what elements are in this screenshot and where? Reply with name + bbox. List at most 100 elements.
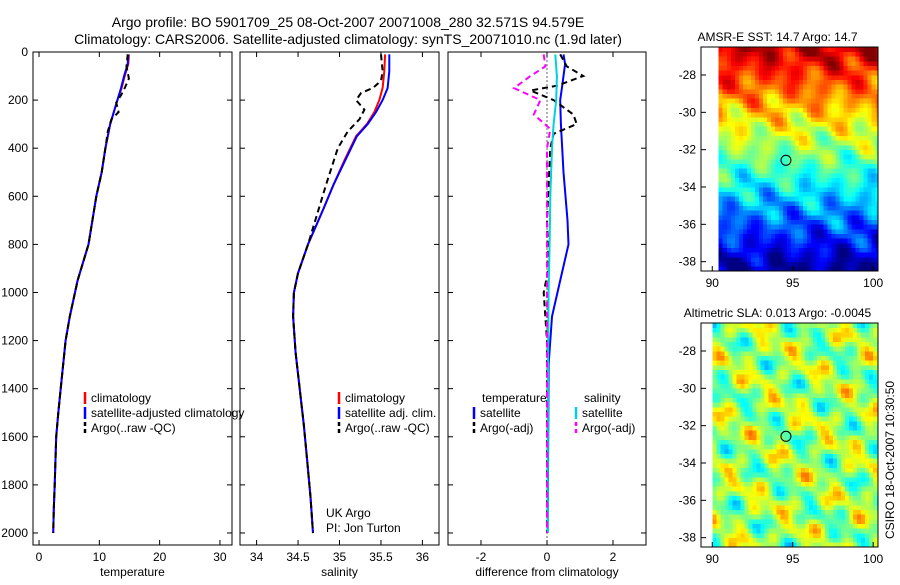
sst-heatmap-cell <box>835 229 840 235</box>
sst-heatmap-cell <box>803 65 808 71</box>
sst-heatmap-cell <box>750 201 756 207</box>
sst-heatmap-cell <box>746 261 752 267</box>
sst-heatmap-cell <box>803 177 808 183</box>
sst-heatmap-cell <box>722 117 728 123</box>
sst-heatmap-cell <box>851 154 856 160</box>
sst-heatmap-cell <box>839 238 844 244</box>
sst-heatmap-cell <box>742 107 748 113</box>
sst-heatmap-cell <box>867 149 872 155</box>
sla-heatmap-cell <box>820 537 826 543</box>
sla-heatmap-cell <box>808 477 814 483</box>
sla-heatmap-cell <box>820 332 826 338</box>
sla-heatmap-cell <box>800 481 806 487</box>
sst-heatmap-cell <box>815 159 820 165</box>
sst-heatmap-cell <box>726 229 732 235</box>
sla-heatmap-cell <box>720 323 725 329</box>
sst-heatmap-cell <box>867 70 872 76</box>
sst-heatmap-cell <box>783 75 788 81</box>
sla-heatmap-cell <box>712 369 717 375</box>
sla-heatmap-cell <box>816 383 822 389</box>
sla-heatmap-cell <box>716 365 721 371</box>
sla-heatmap-cell <box>792 533 798 539</box>
sst-heatmap-cell <box>746 247 752 253</box>
sla-heatmap-cell <box>740 327 745 333</box>
sla-heatmap-cell <box>832 439 838 445</box>
temperature-xtick-label: 20 <box>153 550 167 564</box>
sst-heatmap-cell <box>775 173 780 179</box>
sst-heatmap-cell <box>867 89 872 95</box>
sst-heatmap-cell <box>775 187 780 193</box>
sla-heatmap-cell <box>861 421 866 427</box>
sla-heatmap-cell <box>873 439 878 445</box>
sst-heatmap-cell <box>779 261 784 267</box>
sla-heatmap-cell <box>869 500 874 506</box>
salinity-series-argo-raw-qc- <box>292 54 384 534</box>
sla-heatmap-cell <box>720 505 725 511</box>
sst-heatmap-cell <box>867 65 872 71</box>
sst-heatmap-cell <box>827 187 832 193</box>
sst-heatmap-cell <box>803 173 808 179</box>
sla-heatmap-cell <box>712 346 717 352</box>
sla-heatmap-cell <box>832 495 838 501</box>
sla-heatmap-cell <box>780 537 786 543</box>
sst-heatmap-cell <box>851 182 856 188</box>
sst-heatmap-cell <box>742 140 748 146</box>
sst-heatmap-cell <box>827 79 832 85</box>
sla-heatmap-cell <box>836 365 842 371</box>
sst-heatmap-cell <box>726 51 732 57</box>
sst-heatmap-cell <box>811 261 816 267</box>
sst-heatmap-cell <box>811 98 816 104</box>
sst-heatmap-cell <box>851 266 856 272</box>
sla-heatmap-cell <box>756 430 761 436</box>
sst-heatmap-cell <box>799 154 804 160</box>
sst-heatmap-cell <box>742 89 748 95</box>
sla-heatmap-cell <box>816 528 822 534</box>
sst-heatmap-cell <box>867 56 872 62</box>
sla-heatmap-cell <box>820 355 826 361</box>
sst-heatmap-cell <box>734 149 740 155</box>
sst-heatmap-cell <box>871 117 876 123</box>
sla-heatmap-cell <box>744 495 749 501</box>
sla-heatmap-cell <box>796 519 802 525</box>
sst-heatmap-cell <box>718 135 724 141</box>
sst-heatmap-cell <box>815 135 820 141</box>
sst-heatmap-cell <box>775 219 780 225</box>
sst-heatmap-cell <box>718 187 724 193</box>
sla-heatmap-cell <box>768 523 773 529</box>
sla-heatmap-cell <box>744 472 749 478</box>
sst-heatmap-cell <box>811 201 816 207</box>
sla-heatmap-cell <box>744 337 749 343</box>
sst-heatmap-cell <box>766 238 772 244</box>
sst-heatmap-cell <box>787 233 792 239</box>
sla-heatmap-cell <box>816 509 822 515</box>
sst-heatmap-cell <box>855 140 860 146</box>
sst-heatmap-cell <box>819 187 824 193</box>
sla-heatmap-cell <box>873 435 878 441</box>
sst-heatmap-cell <box>722 47 728 53</box>
sla-heatmap-cell <box>780 477 786 483</box>
sst-heatmap-cell <box>754 126 760 132</box>
sla-heatmap-cell <box>840 486 846 492</box>
sst-heatmap-cell <box>746 112 752 118</box>
sla-heatmap-cell <box>740 407 745 413</box>
sla-ytick-label: -28 <box>679 344 697 358</box>
sst-heatmap-cell <box>807 201 812 207</box>
sst-heatmap-cell <box>754 149 760 155</box>
sla-heatmap-cell <box>744 430 749 436</box>
sla-heatmap-cell <box>828 533 834 539</box>
sst-heatmap-cell <box>783 238 788 244</box>
sst-heatmap-cell <box>875 205 879 211</box>
sst-heatmap-cell <box>807 154 812 160</box>
sst-heatmap-cell <box>718 205 724 211</box>
salinity-xtick-label: 36 <box>416 550 430 564</box>
sst-heatmap-cell <box>847 149 852 155</box>
sla-heatmap-cell <box>768 327 773 333</box>
sst-heatmap-cell <box>839 131 844 137</box>
sla-heatmap-cell <box>808 542 814 548</box>
sla-heatmap-cell <box>748 425 753 431</box>
sst-heatmap-cell <box>758 75 764 81</box>
sst-heatmap-cell <box>758 163 764 169</box>
sla-heatmap-cell <box>760 486 765 492</box>
sst-heatmap-cell <box>819 140 824 146</box>
sla-heatmap-cell <box>800 346 806 352</box>
